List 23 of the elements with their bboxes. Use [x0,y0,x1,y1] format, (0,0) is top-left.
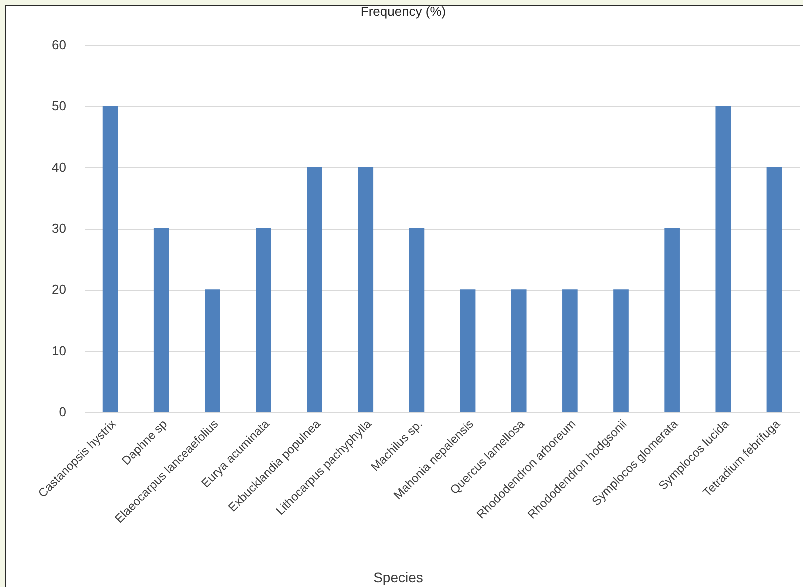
bar [716,106,732,412]
y-tick-label: 60 [52,38,66,52]
y-tick-label: 10 [52,343,66,358]
bar [256,228,272,412]
bar [511,290,527,412]
bar [358,167,374,412]
bar [205,290,220,412]
bar [154,228,170,412]
y-tick-label: 40 [52,160,66,175]
chart-title: Frequency (%) [360,4,446,19]
bar [409,228,425,412]
y-tick-label: 50 [52,98,66,114]
y-tick-label: 20 [52,282,66,298]
bar [614,290,629,412]
y-tick-label: 0 [59,404,66,420]
bar [766,167,782,412]
bar [460,290,476,412]
bar [102,106,118,412]
x-axis-title: Species [374,570,424,586]
bar [664,228,680,412]
bar [307,167,322,412]
y-tick-label: 30 [52,221,66,236]
bar [562,290,578,412]
